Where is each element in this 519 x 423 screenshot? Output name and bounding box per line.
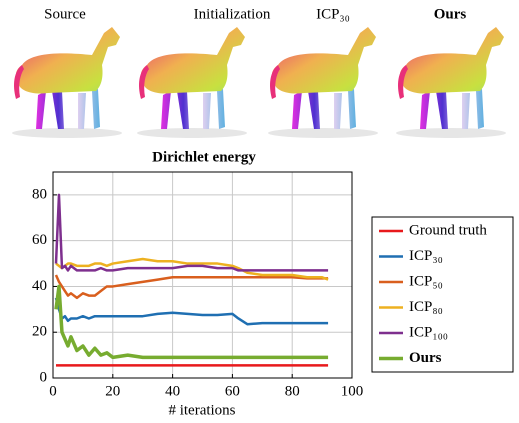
x-tick-label: 100 [341, 383, 364, 399]
horse-image [12, 27, 122, 138]
x-axis-label: # iterations [168, 402, 235, 418]
legend-box [371, 216, 514, 373]
series-line [54, 193, 329, 272]
x-tick-label: 40 [165, 383, 180, 399]
plot-area: 0 20 40 60 80 0 20 40 60 80 100 [32, 171, 364, 399]
panel-label: Initialization [194, 6, 271, 22]
legend-label: ICP₃₀ [409, 248, 443, 264]
series-line [54, 284, 329, 360]
legend-label: ICP₅₀ [409, 273, 443, 289]
series-line [54, 274, 329, 300]
x-tick-label: 80 [285, 383, 300, 399]
legend-label: ICP₁₀₀ [409, 324, 448, 340]
plot-frame [52, 171, 353, 379]
series-line [55, 257, 329, 281]
panel-label: ICP₃₀ [316, 6, 350, 22]
y-tick-label: 60 [32, 232, 47, 248]
legend-label: ICP₈₀ [409, 299, 443, 315]
panel-label: Ours [434, 6, 467, 22]
y-tick-label: 20 [32, 324, 47, 340]
series-line [54, 297, 329, 326]
horse-image [396, 27, 506, 138]
panel-label: Source [44, 6, 86, 22]
horse-image [268, 27, 378, 138]
y-tick-label: 0 [40, 369, 48, 385]
x-tick-label: 20 [105, 383, 120, 399]
legend-label: Ground truth [409, 222, 487, 238]
horse-images [12, 27, 506, 138]
y-tick-label: 80 [32, 186, 47, 202]
x-tick-label: 60 [225, 383, 240, 399]
x-tick-label: 0 [49, 383, 57, 399]
chart-title: Dirichlet energy [152, 149, 256, 165]
horse-image [137, 27, 247, 138]
y-tick-label: 40 [32, 278, 47, 294]
legend-label: Ours [409, 350, 442, 366]
